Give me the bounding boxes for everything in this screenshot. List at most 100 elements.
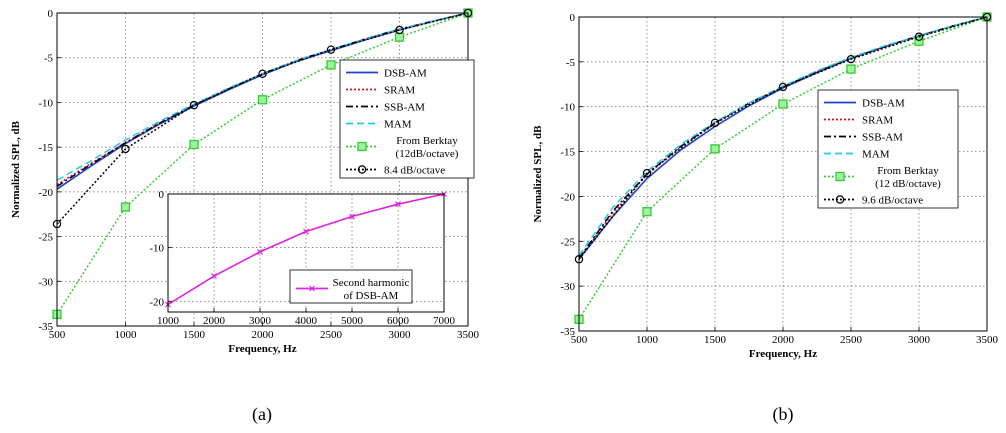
panel-b-series-4-point-4 [846,64,856,74]
panel-b-xtick-label-1: 1000 [636,334,659,346]
panel-a-ytick-label-7: -35 [38,321,53,333]
panel-a-series-4-point-4 [326,60,336,70]
panel-b-ytick-label-3: -15 [560,147,575,159]
panel-a-legend-label-2: SSB-AM [384,102,425,114]
chart-panel-a: 500 1000 1500 2000 2500 3000 35000-5-10-15-20-… [10,8,480,425]
panel-a-series-4-point-3 [257,95,268,105]
panel-b-series-5-point-4 [846,54,856,64]
panel-a-inset-legend-marker-0 [309,285,315,292]
panel-a-y-axis-label: Normalized SPL, dB [10,120,22,218]
panel-b-legend-label-3: MAM [862,149,890,161]
panel-a-xtick-label-1: 1000 [115,329,138,341]
panel-a-series-5-point-3 [258,69,267,79]
panel-b-axes-frame [578,16,988,332]
panel-b-legend-label-4: From Berktay (12 dB/octave) [875,165,941,190]
panel-a-inset-series-0-point-2 [257,249,263,255]
panel-a-xtick-label-5: 3000 [389,329,412,341]
panel-a-legend-label-4: From Berktay (12dB/octave) [396,135,459,160]
panel-a-inset-series-0-point-1 [211,273,217,279]
panel-a-ytick-label-1: -5 [44,53,54,65]
panel-b-legend [817,89,959,209]
chart-panel-b: 500 1000 1500 2000 2500 3000 3500 0 -5 -10 -15 -20 -… [532,12,999,425]
panel-b-legend-label-2: SSB-AM [862,132,903,144]
panel-a-legend-label-1: SRAM [384,85,415,97]
panel-a-caption: (a) [252,404,272,425]
panel-a-series-5-point-1 [121,144,130,154]
panel-a-inset-xtick-label-4: 5000 [341,315,364,327]
panel-a-ytick-label-6: -30 [38,276,53,288]
panel-a-inset-series-0-point-4 [349,213,355,220]
panel-a-inset-xtick-label-0: 1000 [157,315,180,327]
panel-a-series-4-point-2 [189,139,199,150]
panel-b-series-line-3 [578,16,988,257]
panel-b-series-5-point-1 [642,168,652,178]
panel-b-ytick-label-0: 0 [570,12,576,24]
panel-a-legend [339,59,475,179]
panel-a-xtick-label-2: 1500 [183,329,206,341]
panel-a-series-line-3 [56,12,469,181]
panel-b-xtick-label-5: 3000 [908,334,931,346]
panel-a-legend-label-0: DSB-AM [384,68,427,80]
panel-a-inset-ytick-label-0: 0 [159,189,165,201]
panel-a-ytick-label-3: -15 [38,142,53,154]
panel-b-series-line-5 [578,16,988,260]
panel-a-ytick-label-5: -25 [38,232,53,244]
panel-b-y-axis-label: Normalized SPL, dB [532,125,544,223]
panel-a-inset: 1000 2000 3000 4000 5000 6000 7000 0 -10 -20 Secon… [149,189,455,327]
panel-a-legend-marker-4 [357,141,367,152]
panel-a-ytick-label-4: -20 [38,187,53,199]
panel-b-xtick-label-2: 1500 [704,334,727,346]
panel-a-inset-xtick-label-1: 2000 [203,315,226,327]
panel-b-xtick-label-6: 3500 [976,334,999,346]
panel-a-ytick-label-0: 0 [48,8,54,20]
panel-a-inset-series-0-point-3 [303,228,309,235]
panel-a-xtick-label-6: 3500 [457,329,480,341]
panel-b-caption: (b) [773,404,794,425]
panel-b-xtick-label-4: 2500 [840,334,863,346]
panel-b-ytick-label-2: -10 [560,102,575,114]
panel-b-ytick-label-1: -5 [566,57,576,69]
panel-b-legend-label-0: DSB-AM [862,98,905,110]
panel-a-ytick-label-2: -10 [38,97,53,109]
panel-a-inset-xtick-label-6: 7000 [433,315,456,327]
panel-b-legend-marker-5 [835,195,845,204]
panel-b-xtick-label-0: 500 [571,334,588,346]
panel-a-legend-marker-5 [357,165,367,174]
panel-a-inset-xtick-label-2: 3000 [249,315,272,327]
panel-b-series-4-point-1 [642,207,652,217]
panel-a-inset-ytick-label-1: -10 [149,243,164,255]
panel-a-series-5-point-5 [395,25,404,35]
panel-a-xtick-label-0: 500 [49,329,66,341]
panel-b-series-5-point-3 [778,82,788,92]
panel-a-inset-legend-label-0: Second harmonic of DSB-AM [333,277,410,302]
panel-a-legend-label-3: MAM [384,119,412,131]
panel-a-x-axis-label: Frequency, Hz [228,343,296,355]
panel-a-series-4-point-1 [120,202,131,212]
panel-a-series-4-point-5 [394,32,405,42]
panel-a-xtick-label-3: 2000 [252,329,275,341]
panel-a-series-line-0 [56,12,469,190]
panel-b-ytick-label-7: -35 [560,326,575,338]
panel-b-legend-marker-4 [835,171,845,182]
panel-a-legend-label-5: 8.4 dB/octave [384,165,445,177]
panel-a-series-5-point-4 [326,45,336,54]
panel-a-inset-series-0-point-5 [395,201,401,208]
panel-b-legend-label-1: SRAM [862,115,893,127]
panel-b-ytick-label-4: -20 [560,191,575,203]
panel-a-xtick-label-4: 2500 [320,329,343,341]
panel-a-inset-ytick-label-2: -20 [149,296,164,308]
panel-b-series-5-point-2 [710,118,720,128]
panel-a-series-line-5 [56,12,469,225]
panel-b-series-5-point-5 [914,32,924,41]
panel-a-inset-xtick-label-3: 4000 [295,315,318,327]
panel-b-ytick-label-6: -30 [560,281,575,293]
panel-a-inset-xtick-label-5: 6000 [387,315,410,327]
panel-b-xtick-label-3: 2000 [772,334,795,346]
panel-a-series-5-point-2 [189,100,199,110]
panel-a-inset-axes-frame [167,193,445,313]
panel-b-legend-label-5: 9.6 dB/octave [862,195,923,207]
panel-b-series-4-point-2 [710,144,720,154]
panel-b-ytick-label-5: -25 [560,236,575,248]
panel-b-x-axis-label: Frequency, Hz [749,348,817,360]
